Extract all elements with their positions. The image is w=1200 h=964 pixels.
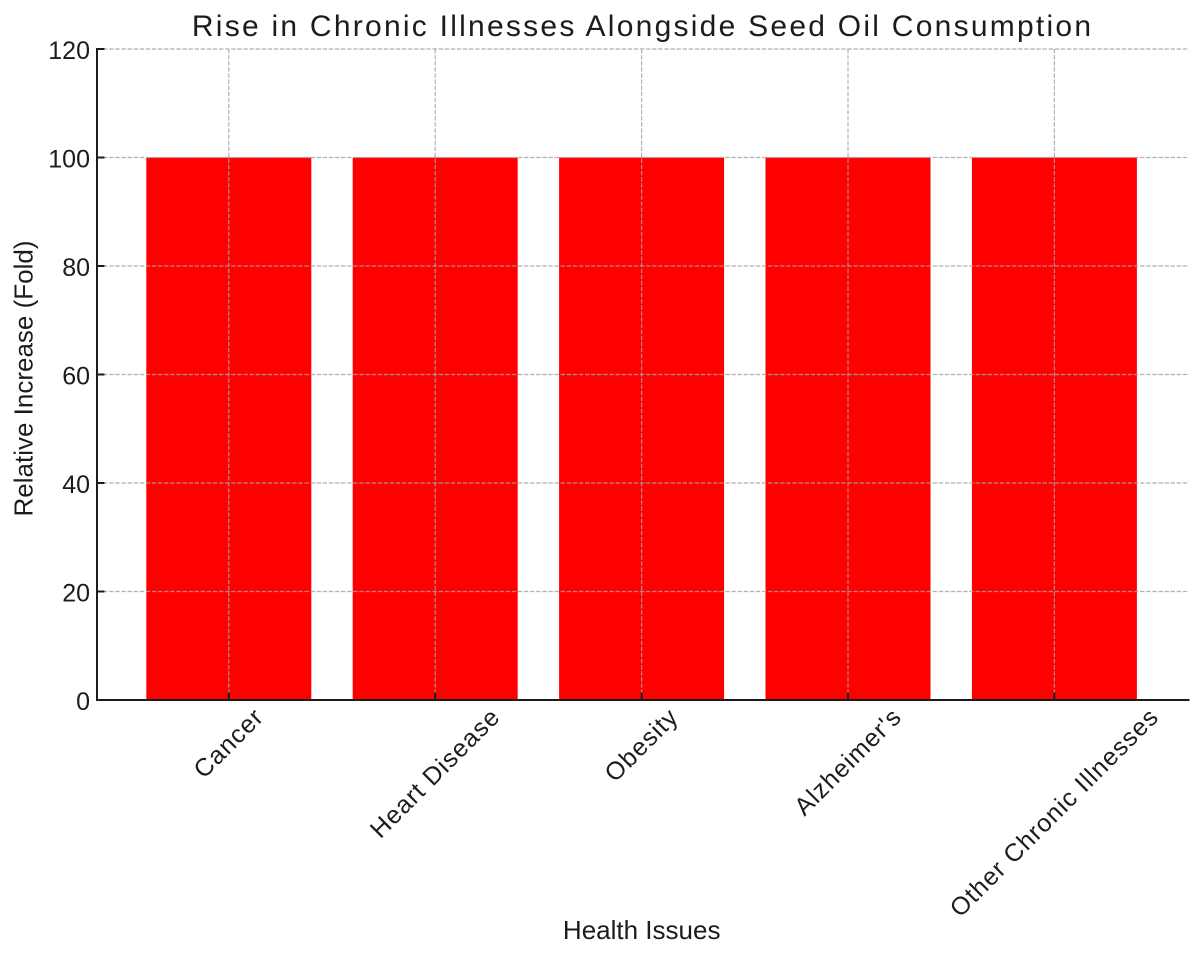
svg-text:40: 40 <box>62 471 90 499</box>
svg-text:120: 120 <box>48 37 90 65</box>
svg-text:Relative Increase (Fold): Relative Increase (Fold) <box>9 241 39 517</box>
svg-text:Health Issues: Health Issues <box>563 915 721 945</box>
svg-text:80: 80 <box>62 254 90 282</box>
svg-text:20: 20 <box>62 580 90 608</box>
svg-text:60: 60 <box>62 363 90 391</box>
svg-text:0: 0 <box>76 688 90 716</box>
svg-text:100: 100 <box>48 146 90 174</box>
svg-text:Rise in Chronic Illnesses Alon: Rise in Chronic Illnesses Alongside Seed… <box>192 10 1093 43</box>
